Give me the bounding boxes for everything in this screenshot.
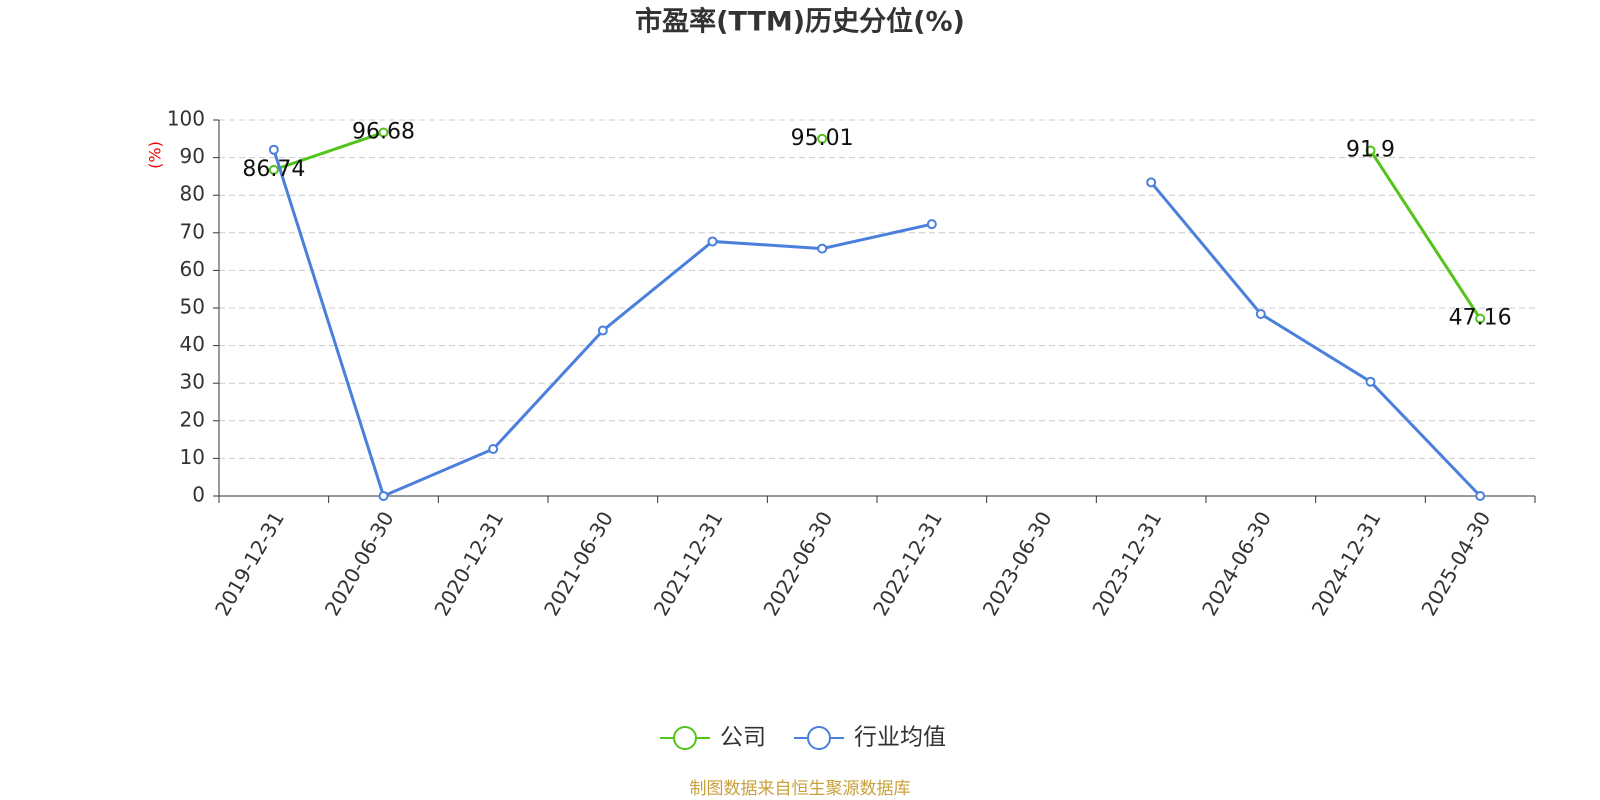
y-tick-label: 30	[180, 370, 205, 394]
legend-label[interactable]: 公司	[720, 725, 766, 751]
series-line	[1150, 181, 1482, 498]
data-label: 91.9	[1346, 137, 1395, 162]
x-tick-label: 2024-12-31	[1307, 507, 1386, 620]
data-point	[597, 325, 608, 336]
series-line	[273, 131, 384, 172]
y-tick-label: 40	[180, 332, 205, 356]
data-point	[817, 133, 828, 144]
data-point	[817, 243, 828, 254]
data-point	[1475, 491, 1486, 501]
y-tick-label: 20	[180, 407, 205, 431]
data-point	[707, 236, 718, 247]
y-tick-label: 60	[180, 257, 205, 281]
data-point	[378, 127, 389, 138]
data-point	[1365, 145, 1376, 156]
data-point	[1255, 309, 1266, 320]
data-point	[268, 164, 279, 175]
y-tick-label: 50	[180, 295, 205, 319]
x-tick-label: 2023-06-30	[978, 507, 1057, 620]
y-tick-label: 70	[180, 219, 205, 243]
x-tick-label: 2022-12-31	[868, 507, 947, 620]
data-label: 86.74	[242, 157, 305, 182]
data-label: 96.68	[352, 119, 415, 144]
legend-marker[interactable]	[673, 726, 697, 750]
legend-label[interactable]: 行业均值	[854, 725, 946, 751]
series-line	[272, 149, 933, 499]
data-point	[1146, 177, 1157, 188]
chart-title: 市盈率(TTM)历史分位(%)	[635, 6, 965, 38]
y-tick-label: 80	[180, 182, 205, 206]
data-point	[488, 444, 499, 454]
x-tick-label: 2020-12-31	[429, 507, 508, 620]
x-tick-label: 2023-12-31	[1087, 507, 1166, 620]
data-label: 95.01	[791, 126, 854, 151]
y-tick-label: 90	[180, 144, 205, 168]
x-tick-label: 2020-06-30	[320, 507, 399, 620]
data-point	[1365, 376, 1376, 387]
y-tick-label: 10	[180, 445, 205, 469]
data-point	[1475, 313, 1486, 324]
data-point	[268, 144, 279, 155]
y-tick-label: 0	[192, 483, 205, 507]
legend-marker[interactable]	[807, 726, 831, 750]
data-label: 47.16	[1449, 306, 1512, 331]
x-tick-label: 2025-04-30	[1416, 507, 1495, 620]
y-tick-label: 100	[167, 107, 205, 131]
x-tick-label: 2024-06-30	[1197, 507, 1276, 620]
x-tick-label: 2019-12-31	[210, 507, 289, 620]
x-tick-label: 2021-12-31	[649, 507, 728, 620]
source-note: 制图数据来自恒生聚源数据库	[690, 779, 911, 799]
data-point	[926, 219, 937, 230]
x-tick-label: 2022-06-30	[758, 507, 837, 620]
y-axis-label: (%)	[146, 141, 165, 169]
series-line	[1369, 149, 1482, 320]
data-point	[378, 491, 389, 501]
x-tick-label: 2021-06-30	[539, 507, 618, 620]
